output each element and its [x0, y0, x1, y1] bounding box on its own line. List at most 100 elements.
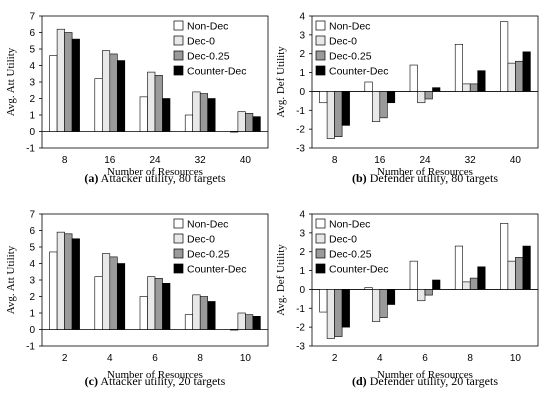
legend-label: Non-Dec — [329, 21, 370, 33]
bar-non-dec-6 — [409, 260, 418, 290]
bar-dec-0-25-32 — [199, 93, 208, 132]
bar-counter-dec-6 — [432, 279, 441, 290]
bar-non-dec-40 — [230, 131, 239, 133]
y-tick-label: -1 — [296, 304, 305, 315]
x-tick-label: 4 — [107, 353, 113, 364]
legend-swatch — [315, 233, 326, 244]
y-tick-label: -2 — [296, 323, 305, 334]
bar-non-dec-8 — [49, 55, 58, 132]
bar-dec-0-25-40 — [245, 113, 254, 132]
bar-dec-0-25-16 — [379, 91, 388, 119]
bar-dec-0-25-32 — [469, 83, 479, 92]
y-tick-label: 2 — [29, 94, 35, 105]
bar-dec-0-25-24 — [424, 91, 433, 100]
legend-swatch — [173, 50, 184, 61]
legend-label: Dec-0.25 — [187, 51, 230, 63]
x-tick-label: 6 — [152, 353, 158, 364]
bar-dec-0-25-4 — [109, 256, 118, 330]
y-tick-label: 0 — [299, 285, 305, 296]
legend-label: Counter-Dec — [329, 66, 389, 78]
x-tick-label: 32 — [465, 155, 477, 166]
y-tick-label: 4 — [299, 210, 305, 221]
bar-non-dec-2 — [319, 289, 328, 313]
legend-label: Dec-0 — [329, 234, 357, 246]
bar-dec-0-10 — [237, 312, 246, 330]
bar-dec-0-16 — [102, 50, 111, 132]
bar-dec-0-25-24 — [154, 75, 163, 132]
chart-1: -1 0 1 2 3 4 5 6 7 8 16 24 32 40 Non-Dec Dec-0 Dec-0.25 C… — [5, 12, 269, 185]
legend-swatch — [315, 35, 326, 46]
legend-label: Dec-0.25 — [187, 249, 230, 261]
subfigure-caption: (a) Attacker utility, 80 targets — [84, 171, 226, 185]
y-tick-label: 5 — [29, 243, 35, 254]
y-tick-label: -1 — [26, 144, 35, 155]
legend-swatch — [173, 263, 184, 274]
x-tick-label: 24 — [149, 155, 161, 166]
x-tick-label: 40 — [240, 155, 252, 166]
legend-swatch — [173, 218, 184, 229]
bar-dec-0-25-4 — [379, 289, 388, 319]
bar-dec-0-25-40 — [515, 60, 524, 92]
y-tick-label: 7 — [29, 210, 35, 221]
bar-dec-0-25-8 — [469, 277, 479, 290]
bar-dec-0-25-2 — [334, 289, 343, 337]
legend-label: Counter-Dec — [187, 264, 247, 276]
bar-non-dec-24 — [409, 64, 418, 92]
subfigure-caption: (b) Defender utility, 80 targets — [352, 171, 498, 185]
bar-dec-0-10 — [507, 260, 516, 290]
bar-non-dec-40 — [500, 21, 509, 92]
subfigure-caption: (d) Defender utility, 20 targets — [352, 374, 498, 388]
y-axis-label: Avg. Def Utility — [275, 244, 287, 316]
x-tick-label: 10 — [240, 353, 252, 364]
y-tick-label: 5 — [29, 45, 35, 56]
bar-dec-0-25-10 — [515, 257, 524, 290]
x-tick-label: 8 — [467, 353, 473, 364]
bar-dec-0-6 — [147, 276, 156, 330]
bar-dec-0-8 — [56, 28, 65, 132]
legend-label: Dec-0 — [187, 36, 215, 48]
plot-frame — [311, 213, 539, 347]
bar-dec-0-25-2 — [64, 233, 73, 330]
bar-non-dec-10 — [500, 223, 509, 290]
x-axis-label: Number of Resources — [377, 166, 473, 178]
bar-dec-0-16 — [371, 91, 381, 122]
y-tick-label: 0 — [299, 87, 305, 98]
legend-label: Dec-0 — [329, 36, 357, 48]
x-tick-label: 24 — [419, 155, 431, 166]
bar-dec-0-40 — [507, 62, 516, 92]
y-tick-label: 6 — [29, 226, 35, 237]
x-tick-label: 2 — [332, 353, 338, 364]
bar-non-dec-8 — [454, 245, 464, 290]
bar-dec-0-25-8 — [334, 91, 343, 137]
legend-swatch — [315, 263, 326, 274]
bar-counter-dec-8 — [71, 38, 80, 132]
bar-non-dec-16 — [364, 81, 373, 92]
bar-dec-0-24 — [417, 91, 426, 104]
y-tick-label: 4 — [299, 12, 305, 23]
bar-counter-dec-10 — [252, 315, 261, 330]
bar-counter-dec-24 — [432, 87, 441, 92]
legend-label: Non-Dec — [187, 219, 228, 231]
bar-dec-0-40 — [237, 111, 246, 132]
bar-counter-dec-10 — [522, 245, 531, 290]
bar-dec-0-25-16 — [109, 53, 118, 132]
legend-label: Counter-Dec — [187, 66, 247, 78]
bar-dec-0-25-6 — [424, 289, 433, 296]
legend-swatch — [315, 50, 326, 61]
chart-4: -3 -2 -1 0 1 2 3 4 2 4 6 8 10 Non-Dec Dec-0 Dec-0.25 Cou… — [275, 210, 539, 388]
legend-swatch — [315, 218, 326, 229]
bar-non-dec-32 — [454, 43, 464, 92]
y-tick-label: -3 — [296, 144, 305, 155]
bar-non-dec-4 — [364, 287, 373, 290]
y-tick-label: 0 — [29, 325, 35, 336]
bar-counter-dec-40 — [252, 116, 261, 132]
x-axis-label: Number of Resources — [107, 166, 203, 178]
y-tick-label: 4 — [29, 61, 35, 72]
bar-counter-dec-4 — [386, 289, 396, 305]
legend-swatch — [173, 233, 184, 244]
legend-swatch — [173, 20, 184, 31]
bar-counter-dec-8 — [477, 266, 486, 290]
x-axis-label: Number of Resources — [377, 369, 473, 381]
bar-non-dec-6 — [139, 296, 148, 330]
